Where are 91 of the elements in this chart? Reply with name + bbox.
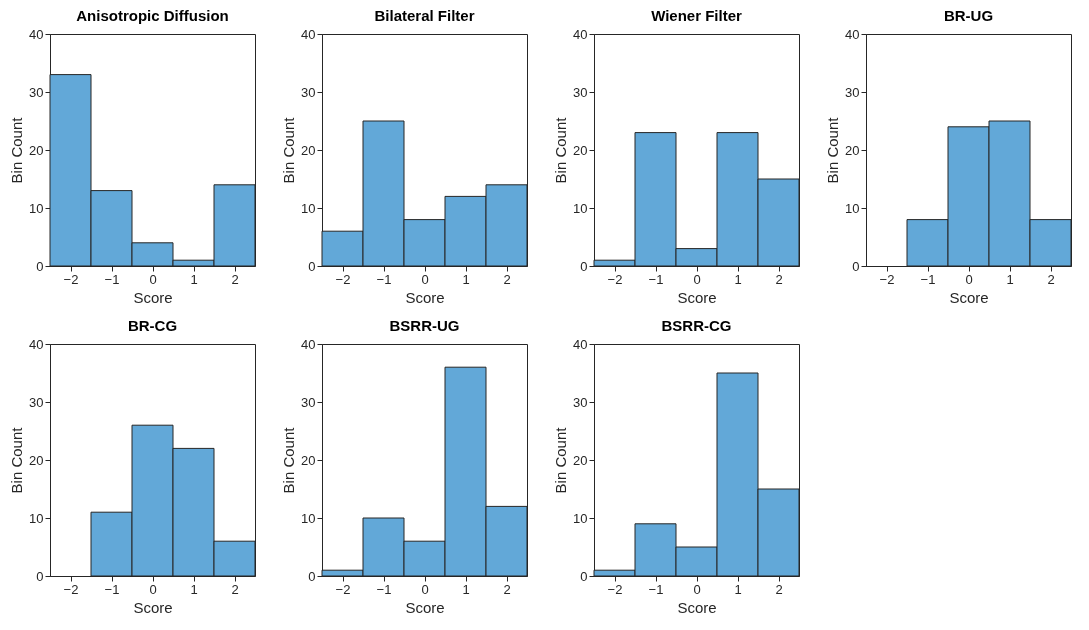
- y-tick-label: 20: [573, 142, 588, 158]
- y-tick-label: 40: [573, 336, 588, 352]
- y-tick-label: 10: [29, 510, 44, 526]
- x-tick-label: 0: [149, 581, 157, 597]
- x-tick-label: −1: [648, 271, 664, 287]
- x-tick-label: 2: [231, 581, 239, 597]
- x-tick-label: 0: [693, 581, 701, 597]
- y-axis-title: Bin Count: [824, 116, 842, 184]
- y-tick-label: 0: [36, 568, 44, 584]
- y-tick-label: 40: [301, 26, 316, 42]
- y-tick-label: 10: [301, 200, 316, 216]
- x-axis-title: Score: [133, 598, 173, 616]
- y-tick-label: 10: [29, 200, 44, 216]
- y-tick-label: 0: [36, 258, 44, 274]
- chart-title: Bilateral Filter: [374, 7, 475, 24]
- x-tick-label: 0: [421, 581, 429, 597]
- x-tick-label: −1: [920, 271, 936, 287]
- y-tick-label: 10: [301, 510, 316, 526]
- y-tick-label: 30: [29, 84, 44, 100]
- x-axis-title: Score: [949, 288, 989, 306]
- x-axis-title: Score: [405, 288, 445, 306]
- y-axis-title: Bin Count: [8, 116, 26, 184]
- y-tick-label: 20: [29, 452, 44, 468]
- x-tick-label: −2: [335, 271, 351, 287]
- x-tick-label: 2: [503, 581, 511, 597]
- x-tick-label: 0: [149, 271, 157, 287]
- y-tick-label: 0: [852, 258, 860, 274]
- y-tick-label: 20: [301, 142, 316, 158]
- x-tick-label: −1: [104, 271, 120, 287]
- x-tick-label: 1: [190, 271, 198, 287]
- y-tick-label: 30: [301, 394, 316, 410]
- x-tick-label: −2: [879, 271, 895, 287]
- y-tick-label: 40: [29, 26, 44, 42]
- x-tick-label: 0: [693, 271, 701, 287]
- y-tick-label: 40: [573, 26, 588, 42]
- chart-title: Wiener Filter: [651, 7, 743, 24]
- y-tick-label: 40: [845, 26, 860, 42]
- y-tick-label: 10: [845, 200, 860, 216]
- x-axis-title: Score: [677, 288, 717, 306]
- chart-title: BSRR-CG: [661, 317, 732, 334]
- x-tick-label: 2: [775, 581, 783, 597]
- x-axis-title: Score: [405, 598, 445, 616]
- y-tick-label: 10: [573, 510, 588, 526]
- y-tick-label: 30: [29, 394, 44, 410]
- x-tick-label: 0: [965, 271, 973, 287]
- chart-title: BR-UG: [943, 7, 994, 24]
- y-tick-label: 10: [573, 200, 588, 216]
- x-tick-label: −2: [607, 581, 623, 597]
- x-tick-label: −2: [335, 581, 351, 597]
- x-tick-label: 1: [190, 581, 198, 597]
- x-tick-label: −2: [63, 271, 79, 287]
- y-tick-label: 20: [29, 142, 44, 158]
- x-tick-label: −1: [376, 271, 392, 287]
- y-tick-label: 0: [308, 258, 316, 274]
- x-tick-label: 1: [462, 581, 470, 597]
- x-tick-label: 0: [421, 271, 429, 287]
- y-axis-title: Bin Count: [280, 116, 298, 184]
- y-tick-label: 20: [845, 142, 860, 158]
- x-tick-label: −1: [104, 581, 120, 597]
- x-tick-label: −2: [63, 581, 79, 597]
- chart-title: BSRR-UG: [389, 317, 460, 334]
- x-tick-label: 1: [734, 271, 742, 287]
- y-tick-label: 20: [301, 452, 316, 468]
- y-axis-title: Bin Count: [552, 426, 570, 494]
- y-tick-label: 30: [301, 84, 316, 100]
- y-axis-title: Bin Count: [280, 426, 298, 494]
- y-tick-label: 30: [573, 84, 588, 100]
- y-tick-label: 40: [301, 336, 316, 352]
- y-axis-title: Bin Count: [552, 116, 570, 184]
- y-tick-label: 30: [845, 84, 860, 100]
- chart-title: BR-CG: [127, 317, 178, 334]
- y-tick-label: 0: [580, 258, 588, 274]
- y-tick-label: 40: [29, 336, 44, 352]
- x-tick-label: −1: [376, 581, 392, 597]
- x-tick-label: 1: [734, 581, 742, 597]
- y-tick-label: 20: [573, 452, 588, 468]
- chart-title: Anisotropic Diffusion: [76, 7, 229, 24]
- x-tick-label: −2: [607, 271, 623, 287]
- x-tick-label: 2: [231, 271, 239, 287]
- x-tick-label: 1: [462, 271, 470, 287]
- x-axis-title: Score: [677, 598, 717, 616]
- y-tick-label: 0: [580, 568, 588, 584]
- x-tick-label: 1: [1006, 271, 1014, 287]
- y-tick-label: 0: [308, 568, 316, 584]
- x-tick-label: 2: [1047, 271, 1055, 287]
- x-tick-label: −1: [648, 581, 664, 597]
- x-axis-title: Score: [133, 288, 173, 306]
- y-tick-label: 30: [573, 394, 588, 410]
- y-axis-title: Bin Count: [8, 426, 26, 494]
- x-tick-label: 2: [775, 271, 783, 287]
- x-tick-label: 2: [503, 271, 511, 287]
